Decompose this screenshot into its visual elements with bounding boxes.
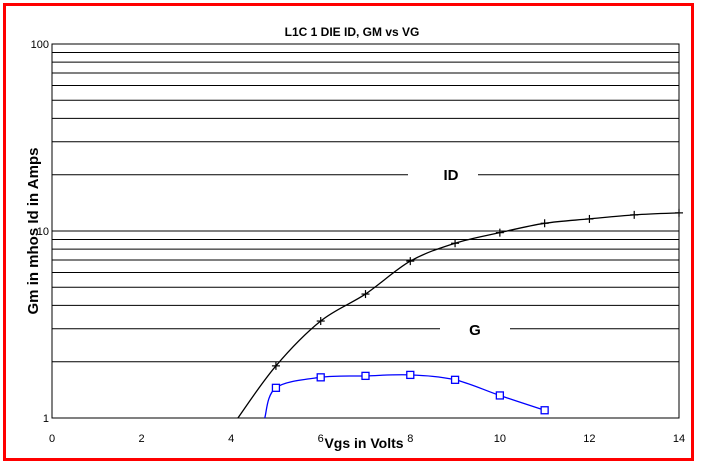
y-tick-labels: 1 10 100 [31, 39, 49, 425]
plot-area [51, 43, 680, 419]
data-point-g [271, 383, 281, 392]
data-point-g [540, 406, 549, 415]
series-label-id: ID [444, 167, 459, 184]
data-point-id [451, 239, 460, 248]
data-point-g [406, 370, 415, 380]
x-tick-label: 6 [318, 433, 324, 445]
data-point-id [271, 361, 280, 370]
x-axis-title: Vgs in Volts [324, 435, 403, 451]
x-tick-label: 10 [494, 433, 506, 445]
data-point-id [675, 208, 683, 217]
data-point-id [361, 290, 370, 299]
data-point-id [406, 257, 415, 266]
y-tick-label: 1 [43, 413, 49, 425]
x-tick-label: 4 [228, 433, 234, 445]
data-point-id [630, 210, 639, 219]
x-tick-label: 8 [407, 433, 413, 445]
x-tick-label: 12 [583, 433, 595, 445]
y-axis-title: Gm in mhos Id in Amps [25, 148, 42, 315]
g-label-background [440, 318, 510, 340]
data-point-g [361, 371, 370, 381]
series-label-g: G [469, 322, 481, 339]
y-tick-label: 10 [37, 226, 49, 238]
data-point-g [495, 391, 505, 400]
x-tick-label: 14 [673, 433, 685, 445]
data-point-id [540, 219, 549, 228]
chart-title: L1C 1 DIE ID, GM vs VG [285, 25, 420, 39]
grid-lines [52, 52, 679, 419]
x-tick-labels: 0 2 4 6 8 10 12 14 [49, 433, 685, 445]
x-tick-label: 2 [139, 433, 145, 445]
data-point-id [495, 228, 504, 237]
data-point-id [316, 317, 325, 326]
marker-layer [271, 208, 683, 415]
x-tick-label: 0 [49, 433, 55, 445]
id-label-background [408, 162, 478, 184]
y-tick-label: 100 [31, 39, 49, 51]
data-point-id [585, 214, 594, 223]
series-labels: ID G [408, 162, 510, 340]
data-point-g [316, 373, 325, 382]
data-point-g [450, 375, 460, 384]
chart-frame [3, 3, 694, 461]
